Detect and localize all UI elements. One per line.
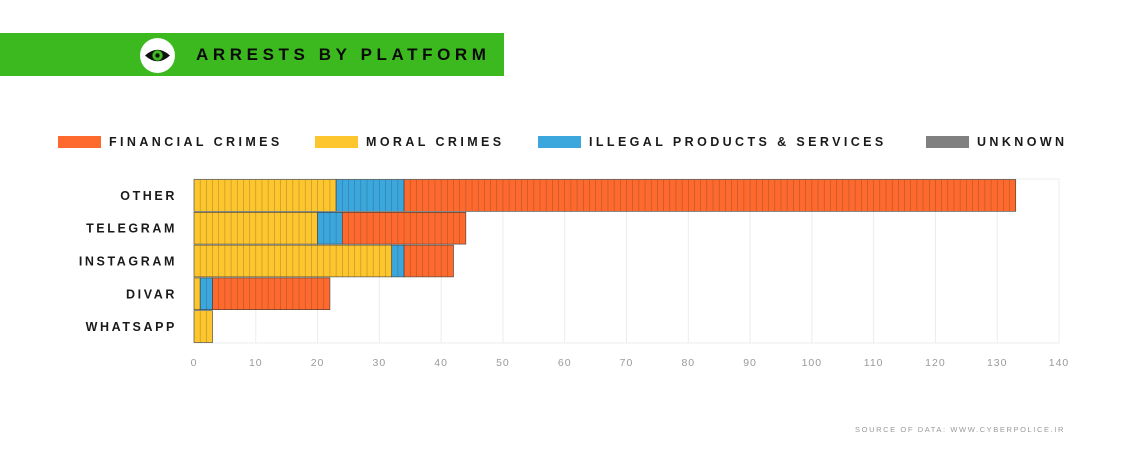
x-tick-label-130: 130	[987, 357, 1008, 369]
bar-divar-financial-crimes	[212, 277, 331, 310]
legend-swatch-financial-crimes	[58, 136, 101, 148]
legend-label-unknown: UNKNOWN	[977, 135, 1068, 149]
bar-instagram-moral-crimes	[193, 244, 393, 278]
x-tick-label-40: 40	[434, 357, 448, 369]
category-label-telegram: TELEGRAM	[86, 222, 177, 236]
x-tick-label-70: 70	[620, 357, 634, 369]
x-tick-label-90: 90	[743, 357, 757, 369]
bar-telegram-moral-crimes	[193, 212, 318, 245]
x-tick-label-110: 110	[864, 357, 884, 369]
bar-telegram-financial-crimes	[341, 212, 467, 245]
category-label-instagram: INSTAGRAM	[79, 255, 177, 269]
title-banner	[0, 33, 504, 76]
legend-label-illegal-products: ILLEGAL PRODUCTS & SERVICES	[589, 135, 887, 149]
legend-swatch-moral-crimes	[315, 136, 358, 148]
category-label-whatsapp: WHATSAPP	[86, 320, 177, 334]
legend-label-financial-crimes: FINANCIAL CRIMES	[109, 135, 283, 149]
category-label-divar: DIVAR	[126, 287, 177, 301]
legend-label-moral-crimes: MORAL CRIMES	[366, 135, 505, 149]
source-note: SOURCE OF DATA: WWW.CYBERPOLICE.IR	[855, 425, 1065, 434]
x-tick-label-60: 60	[558, 357, 572, 369]
bar-other-financial-crimes	[403, 179, 1017, 212]
category-label-other: OTHER	[120, 189, 177, 203]
bar-whatsapp-moral-crimes	[193, 310, 213, 343]
legend-swatch-unknown	[926, 136, 969, 148]
x-tick-label-100: 100	[802, 357, 823, 369]
bar-instagram-financial-crimes	[403, 244, 454, 278]
eye-icon	[140, 38, 175, 73]
chart-legend: FINANCIAL CRIMES MORAL CRIMES ILLEGAL PR…	[0, 134, 1141, 152]
x-tick-label-30: 30	[373, 357, 387, 369]
x-tick-label-20: 20	[311, 357, 325, 369]
bar-telegram-illegal-products-services	[317, 212, 343, 245]
legend-swatch-illegal-products	[538, 136, 581, 148]
x-tick-label-0: 0	[191, 357, 198, 369]
page-title: ARRESTS BY PLATFORM	[196, 45, 491, 64]
bar-other-illegal-products-services	[335, 179, 405, 212]
x-tick-label-140: 140	[1049, 357, 1070, 369]
x-tick-label-50: 50	[496, 357, 510, 369]
x-tick-label-80: 80	[681, 357, 695, 369]
x-tick-label-120: 120	[925, 357, 946, 369]
x-tick-label-10: 10	[249, 357, 263, 369]
bar-divar-moral-crimes	[193, 277, 201, 310]
bar-other-moral-crimes	[193, 179, 337, 212]
